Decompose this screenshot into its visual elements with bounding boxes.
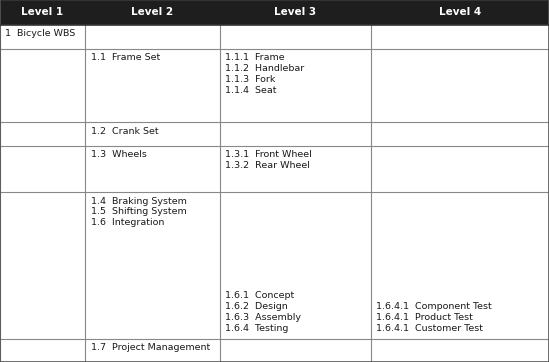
Text: 1.1.2  Handlebar: 1.1.2 Handlebar xyxy=(225,64,304,73)
Text: 1.2  Crank Set: 1.2 Crank Set xyxy=(91,127,158,136)
Text: 1.5  Shifting System: 1.5 Shifting System xyxy=(91,207,186,216)
Text: 1.4  Braking System: 1.4 Braking System xyxy=(91,197,187,206)
Text: 1.6.4.1  Product Test: 1.6.4.1 Product Test xyxy=(376,313,473,322)
Text: 1.6  Integration: 1.6 Integration xyxy=(91,218,164,227)
Text: 1.6.4.1  Component Test: 1.6.4.1 Component Test xyxy=(376,302,492,311)
Text: Level 4: Level 4 xyxy=(439,7,481,17)
Bar xyxy=(0,339,549,362)
Text: 1.1  Frame Set: 1.1 Frame Set xyxy=(91,54,160,62)
Text: 1.6.4  Testing: 1.6.4 Testing xyxy=(225,324,288,333)
Text: Level 2: Level 2 xyxy=(131,7,173,17)
Text: Level 3: Level 3 xyxy=(274,7,316,17)
Text: 1  Bicycle WBS: 1 Bicycle WBS xyxy=(5,29,76,38)
Text: Level 1: Level 1 xyxy=(21,7,64,17)
Text: 1.6.4.1  Customer Test: 1.6.4.1 Customer Test xyxy=(376,324,483,333)
Text: 1.7  Project Management: 1.7 Project Management xyxy=(91,343,210,352)
Text: 1.3  Wheels: 1.3 Wheels xyxy=(91,150,147,159)
Bar xyxy=(371,0,549,25)
Text: 1.6.1  Concept: 1.6.1 Concept xyxy=(225,291,294,300)
Bar xyxy=(0,192,549,339)
Bar xyxy=(85,0,220,25)
Bar xyxy=(0,122,549,146)
Text: 1.6.2  Design: 1.6.2 Design xyxy=(225,302,288,311)
Bar xyxy=(0,49,549,122)
Text: 1.3.2  Rear Wheel: 1.3.2 Rear Wheel xyxy=(225,161,310,170)
Text: 1.1.1  Frame: 1.1.1 Frame xyxy=(225,54,285,62)
Bar xyxy=(0,146,549,192)
Bar xyxy=(220,0,371,25)
Text: 1.1.3  Fork: 1.1.3 Fork xyxy=(225,75,276,84)
Text: 1.3.1  Front Wheel: 1.3.1 Front Wheel xyxy=(225,150,312,159)
Text: 1.6.3  Assembly: 1.6.3 Assembly xyxy=(225,313,301,322)
Bar xyxy=(0,25,549,49)
Bar xyxy=(0,0,85,25)
Text: 1.1.4  Seat: 1.1.4 Seat xyxy=(225,86,277,95)
